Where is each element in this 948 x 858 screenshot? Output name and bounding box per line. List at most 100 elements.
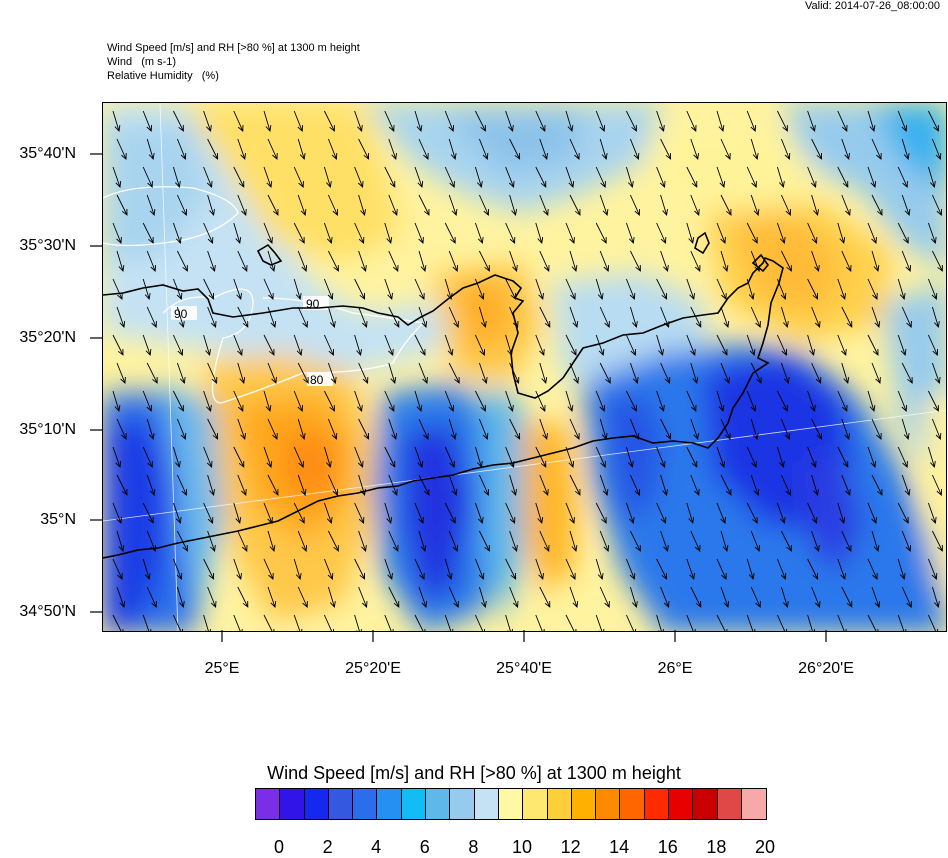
wind-arrow: [690, 530, 701, 552]
wind-arrow: [327, 586, 336, 608]
wind-arrow: [384, 334, 394, 356]
wind-arrow: [358, 474, 366, 496]
lat-label: 35°20'N: [19, 329, 76, 346]
wind-arrow: [505, 390, 514, 412]
colorbar-tick-label: 20: [754, 837, 776, 857]
wind-arrow: [263, 334, 275, 356]
wind-arrow: [780, 362, 790, 384]
wind-arrow: [146, 306, 157, 328]
colorbar-swatch: [547, 789, 572, 819]
wind-arrow: [897, 446, 908, 468]
wind-arrow: [720, 194, 732, 216]
lon-label: 26°20'E: [798, 660, 854, 677]
wind-arrow: [897, 502, 909, 524]
wind-arrow: [927, 334, 939, 356]
wind-arrow: [112, 502, 122, 524]
colorbar-swatch: [669, 789, 694, 819]
wind-arrow: [505, 446, 515, 468]
wind-arrow: [444, 278, 453, 300]
wind-arrow: [207, 138, 219, 160]
wind-arrow: [595, 614, 605, 631]
wind-arrow: [927, 222, 937, 244]
wind-arrow: [901, 586, 912, 608]
wind-arrow: [448, 306, 459, 328]
wind-vectors: [112, 110, 943, 631]
wind-arrow: [293, 446, 304, 468]
wind-arrow: [116, 474, 128, 496]
wind-arrow: [565, 110, 574, 132]
wind-arrow: [414, 502, 424, 524]
wind-arrow: [172, 278, 183, 300]
wind-arrow: [716, 278, 727, 300]
wind-arrow: [509, 362, 520, 384]
wind-arrow: [867, 334, 879, 356]
contour-label: 80: [310, 373, 324, 387]
wind-arrow: [625, 558, 636, 580]
wind-arrow: [686, 614, 696, 631]
wind-arrow: [448, 474, 458, 496]
wind-arrow: [237, 362, 246, 384]
wind-arrow: [535, 278, 544, 300]
wind-arrow: [505, 502, 516, 524]
wind-arrow: [599, 530, 610, 552]
wind-arrow: [112, 334, 124, 356]
wind-arrow: [384, 390, 395, 412]
wind-arrow: [293, 502, 305, 524]
wind-arrow: [867, 222, 877, 244]
wind-arrow: [142, 334, 152, 356]
wind-arrow: [535, 334, 545, 356]
wind-arrow: [595, 222, 607, 244]
wind-arrow: [505, 278, 517, 300]
wind-arrow: [595, 558, 604, 580]
wind-arrow: [629, 250, 641, 272]
wind-arrow: [112, 278, 123, 300]
wind-arrow: [811, 418, 823, 440]
wind-arrow: [595, 278, 604, 300]
wind-arrow: [750, 418, 759, 440]
wind-arrow: [931, 586, 940, 608]
wind-arrow: [746, 334, 756, 356]
wind-arrow: [625, 446, 634, 468]
wind-arrow: [358, 418, 370, 440]
wind-arrow: [478, 586, 487, 608]
wind-arrow: [629, 530, 641, 552]
wind-arrow: [267, 418, 278, 440]
wind-arrow: [384, 166, 396, 188]
wind-arrow: [418, 306, 428, 328]
wind-arrow: [233, 502, 242, 524]
wind-arrow: [811, 194, 819, 216]
wind-arrow: [539, 306, 551, 328]
rh-contour-2: [162, 288, 425, 404]
wind-arrow: [388, 194, 398, 216]
wind-arrow: [146, 362, 158, 384]
wind-arrow: [237, 586, 249, 608]
colorbar-swatch: [304, 789, 329, 819]
wind-arrow: [474, 166, 483, 188]
wind-arrow: [207, 530, 216, 552]
wind-arrow: [327, 250, 339, 272]
wind-arrow: [837, 558, 846, 580]
wind-arrow: [867, 614, 879, 631]
wind-arrow: [116, 418, 127, 440]
colorbar-tick-label: 14: [609, 837, 630, 857]
colorbar-swatch: [426, 789, 451, 819]
wind-arrow: [871, 530, 880, 552]
wind-arrow: [599, 474, 609, 496]
wind-arrow: [444, 334, 454, 356]
wind-arrow: [746, 558, 755, 580]
wind-arrow: [176, 474, 188, 496]
wind-arrow: [811, 138, 823, 160]
wind-arrow: [776, 110, 788, 132]
wind-arrow: [203, 390, 212, 412]
wind-arrow: [293, 558, 302, 580]
wind-arrow: [539, 362, 548, 384]
wind-arrow: [263, 110, 272, 132]
wind-arrow: [448, 138, 457, 160]
wind-arrow: [237, 250, 248, 272]
lat-label: 35°N: [40, 511, 76, 528]
wind-arrow: [660, 306, 670, 328]
wind-arrow: [478, 362, 488, 384]
wind-arrow: [656, 166, 666, 188]
rh-contour-labels: 90 90 80: [171, 296, 333, 387]
wind-arrow: [112, 166, 122, 188]
